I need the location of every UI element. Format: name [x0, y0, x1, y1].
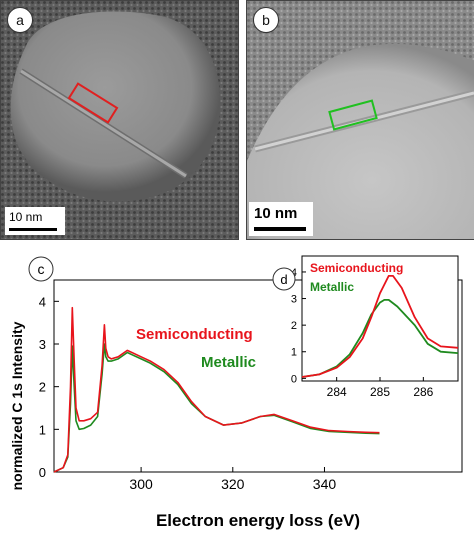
- inset-line-metallic: [301, 299, 459, 378]
- x-tick-label-d: 286: [413, 385, 433, 399]
- tem-micrograph-a: [1, 1, 238, 239]
- y-tick-label-d: 4: [291, 267, 297, 279]
- legend-metallic-d: Metallic: [310, 280, 354, 294]
- region-box-b: [328, 99, 378, 131]
- scale-bar-label-a: 10 nm: [9, 210, 43, 224]
- y-tick-label-c: 0: [39, 465, 46, 480]
- x-tick-label-d: 285: [370, 385, 390, 399]
- legend-semiconducting-d: Semiconducting: [310, 261, 403, 275]
- panel-label-c: c: [38, 261, 45, 277]
- y-tick-label-d: 1: [291, 347, 297, 359]
- inset-plot-d: 284 285 286 0 1 2 3 4 Semiconducting Metallic d: [272, 255, 459, 399]
- scale-bar-a: 10 nm: [5, 207, 65, 235]
- x-tick-label-d: 284: [327, 385, 347, 399]
- panel-badge-c: [28, 256, 54, 282]
- y-tick-label-d: 3: [291, 294, 297, 306]
- x-tick-label-c: 340: [313, 476, 337, 492]
- panel-label-d: d: [280, 272, 287, 287]
- region-box-a: [67, 82, 119, 124]
- legend-semiconducting-c: Semiconducting: [136, 326, 253, 343]
- panel-badge-d: [272, 267, 296, 291]
- plot-frame-d: [301, 255, 459, 382]
- y-tick-label-c: 2: [39, 380, 46, 395]
- tem-image-a: a 10 nm: [0, 0, 239, 240]
- panel-label-b: b: [253, 7, 279, 33]
- inset-line-semiconducting: [301, 275, 459, 378]
- x-axis-label-c: Electron energy loss (eV): [156, 511, 360, 530]
- y-axis-label-c: normalized C 1s Intensity: [9, 321, 25, 490]
- scale-bar-b: 10 nm: [249, 202, 313, 236]
- legend-metallic-c: Metallic: [201, 354, 256, 371]
- tem-micrograph-b: [247, 1, 474, 239]
- y-tick-label-c: 1: [39, 422, 46, 437]
- x-tick-label-c: 320: [221, 476, 245, 492]
- tem-image-b: b 10 nm: [246, 0, 474, 240]
- scale-bar-line-a: [9, 228, 57, 231]
- y-tick-label-d: 0: [291, 373, 297, 385]
- series-line-metallic: [53, 343, 380, 473]
- scale-bar-line-b: [254, 227, 306, 231]
- y-tick-label-c: 4: [39, 294, 46, 309]
- series-line-semiconducting: [53, 306, 380, 473]
- x-tick-label-c: 300: [129, 476, 153, 492]
- scale-bar-label-b: 10 nm: [254, 205, 298, 222]
- panel-label-a: a: [7, 7, 33, 33]
- y-tick-label-d: 2: [291, 320, 297, 332]
- y-tick-label-c: 3: [39, 337, 46, 352]
